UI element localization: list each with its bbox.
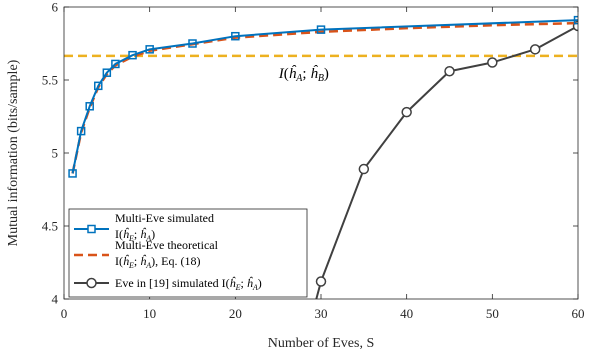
multi-eve-simulated-point: [102, 68, 112, 77]
y-tick-label: 4: [52, 292, 59, 307]
eve-in-19-simulated-point: [401, 106, 412, 118]
legend-label-eve-in-19: Eve in [19] simulated I(ĥE; ĥA): [115, 276, 262, 292]
x-tick-label: 10: [143, 306, 156, 321]
multi-eve-simulated-point: [68, 169, 77, 178]
legend-label-multi-eve-theoretical: Multi-Eve theoretical: [115, 238, 219, 252]
multi-eve-simulated-point: [145, 45, 154, 54]
x-tick-label: 30: [315, 306, 328, 321]
reference-line-annotation: I(ĥA; ĥB): [278, 65, 329, 84]
legend-entry-eve-in-19: Eve in [19] simulated I(ĥE; ĥA): [74, 276, 262, 292]
legend-label-multi-eve-simulated: Multi-Eve simulated: [115, 211, 214, 225]
legend-marker-circle-icon: [86, 277, 97, 289]
multi-eve-simulated-point: [188, 39, 197, 48]
multi-eve-simulated-point: [111, 59, 120, 69]
multi-eve-simulated-point: [76, 126, 86, 136]
legend-formula-multi-eve-theoretical: I(ĥE; ĥA), Eq. (18): [115, 254, 200, 270]
y-tick-label: 5.5: [42, 73, 58, 88]
y-tick-label: 5: [52, 146, 59, 161]
y-tick-label: 4.5: [42, 219, 58, 234]
x-tick-label: 40: [400, 306, 413, 321]
eve-in-19-simulated-line: [315, 25, 578, 299]
x-tick-label: 20: [229, 306, 242, 321]
legend-entry-multi-eve-simulated: Multi-Eve simulated I(ĥE; ĥA): [74, 211, 214, 243]
legend-formula-multi-eve-simulated: I(ĥE; ĥA): [115, 227, 155, 243]
multi-eve-simulated-line: [71, 19, 578, 174]
legend-marker-square-icon: [87, 224, 96, 234]
multi-eve-simulated-point: [94, 81, 103, 91]
eve-in-19-simulated-point: [487, 57, 498, 68]
x-tick-label: 0: [61, 306, 68, 321]
eve-in-19-simulated-point: [315, 276, 327, 287]
multi-eve-simulated-point: [316, 25, 326, 34]
eve-in-19-simulated-point: [358, 163, 370, 175]
eve-in-19-simulated-point: [529, 44, 541, 55]
multi-eve-simulated-point: [231, 31, 240, 41]
eve-in-19-simulated-point: [444, 65, 455, 77]
x-tick-label: 50: [486, 306, 499, 321]
y-tick-label: 6: [52, 0, 59, 15]
multi-eve-simulated-point: [128, 50, 137, 60]
y-axis-label: Mutual information (bits/sample): [6, 59, 21, 246]
x-tick-label: 60: [572, 306, 585, 321]
multi-eve-simulated-point: [573, 15, 578, 25]
multi-eve-simulated-point: [85, 102, 94, 111]
x-axis-label: Number of Eves, S: [268, 336, 375, 351]
legend: Multi-Eve simulated I(ĥE; ĥA) Multi-Eve …: [68, 208, 308, 298]
legend-entry-multi-eve-theoretical: Multi-Eve theoretical I(ĥE; ĥA), Eq. (18…: [74, 238, 219, 270]
